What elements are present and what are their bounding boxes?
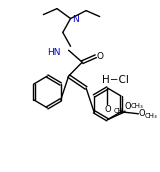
Text: O: O	[104, 105, 111, 114]
Text: CH₃: CH₃	[131, 103, 144, 109]
Text: O: O	[138, 109, 145, 118]
Text: O: O	[97, 52, 104, 61]
Text: CH₃: CH₃	[113, 108, 126, 114]
Text: HN: HN	[47, 48, 61, 57]
Text: CH₃: CH₃	[144, 113, 157, 119]
Text: O: O	[125, 102, 132, 111]
Text: H−Cl: H−Cl	[102, 75, 128, 85]
Text: N: N	[72, 15, 79, 24]
